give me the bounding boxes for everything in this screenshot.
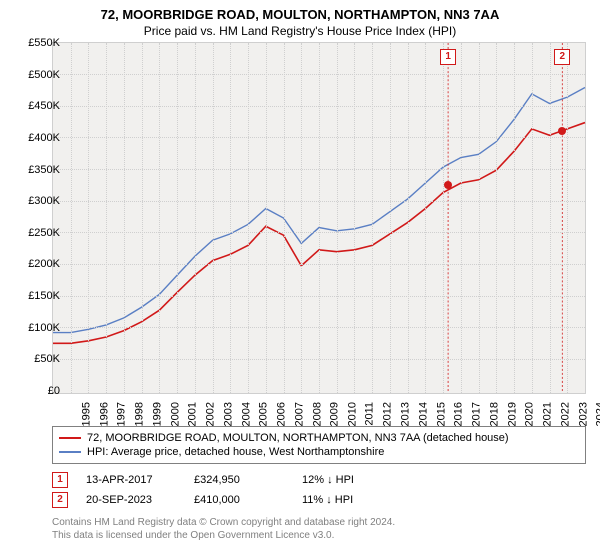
gridline-v [88, 43, 89, 393]
y-axis-tick-label: £500K [28, 69, 60, 81]
x-axis-tick-label: 1997 [116, 402, 128, 426]
gridline-v [372, 43, 373, 393]
annotation-row: 2 20-SEP-2023 £410,000 11% ↓ HPI [52, 490, 586, 510]
x-axis-tick-label: 2013 [400, 402, 412, 426]
gridline-v [408, 43, 409, 393]
title-line-1: 72, MOORBRIDGE ROAD, MOULTON, NORTHAMPTO… [101, 7, 500, 22]
legend-item: 72, MOORBRIDGE ROAD, MOULTON, NORTHAMPTO… [59, 431, 579, 445]
gridline-v [461, 43, 462, 393]
gridline-v [266, 43, 267, 393]
x-axis-tick-label: 2005 [258, 402, 270, 426]
x-axis-tick-label: 2007 [293, 402, 305, 426]
gridline-v [479, 43, 480, 393]
footnote-line-2: This data is licensed under the Open Gov… [52, 530, 334, 541]
gridline-v [106, 43, 107, 393]
sales-annotation-table: 1 13-APR-2017 £324,950 12% ↓ HPI 2 20-SEP-202… [52, 470, 586, 510]
x-axis-tick-label: 2011 [363, 402, 375, 426]
gridline-v [337, 43, 338, 393]
y-axis-tick-label: £300K [28, 195, 60, 207]
annotation-price: £324,950 [194, 474, 284, 486]
y-axis-tick-label: £250K [28, 227, 60, 239]
x-axis-tick-label: 2006 [276, 402, 288, 426]
x-axis-tick-label: 1998 [134, 402, 146, 426]
gridline-v [124, 43, 125, 393]
x-axis-tick-label: 2023 [577, 402, 589, 426]
y-axis-tick-label: £50K [34, 353, 60, 365]
annotation-date: 20-SEP-2023 [86, 494, 176, 506]
gridline-v [142, 43, 143, 393]
gridline-v [230, 43, 231, 393]
legend-label: HPI: Average price, detached house, West… [87, 446, 384, 458]
x-axis-tick-label: 2014 [417, 402, 429, 426]
y-axis-tick-label: £350K [28, 164, 60, 176]
annotation-price: £410,000 [194, 494, 284, 506]
legend-swatch [59, 437, 81, 439]
gridline-v [213, 43, 214, 393]
y-axis-tick-label: £100K [28, 322, 60, 334]
x-axis-tick-label: 2012 [382, 402, 394, 426]
gridline-v [514, 43, 515, 393]
x-axis-tick-label: 2022 [559, 402, 571, 426]
gridline-v [177, 43, 178, 393]
y-axis-tick-label: £450K [28, 100, 60, 112]
x-axis-tick-label: 1996 [98, 402, 110, 426]
y-axis-tick-label: £550K [28, 37, 60, 49]
annotation-delta: 12% ↓ HPI [302, 474, 392, 486]
footnote-line-1: Contains HM Land Registry data © Crown c… [52, 517, 395, 528]
chart-plot-area: 12 [52, 42, 586, 394]
sale-marker-box: 2 [554, 49, 570, 65]
gridline-v [550, 43, 551, 393]
gridline-v [496, 43, 497, 393]
gridline-v [71, 43, 72, 393]
legend-swatch [59, 451, 81, 453]
x-axis-tick-label: 1995 [80, 402, 92, 426]
x-axis-tick-label: 2024 [595, 402, 600, 426]
x-axis-tick-label: 2002 [205, 402, 217, 426]
gridline-v [284, 43, 285, 393]
x-axis-tick-label: 2003 [222, 402, 234, 426]
gridline-v [248, 43, 249, 393]
gridline-v [195, 43, 196, 393]
annotation-delta: 11% ↓ HPI [302, 494, 392, 506]
x-axis-tick-label: 2019 [506, 402, 518, 426]
x-axis-tick-label: 2001 [187, 402, 199, 426]
y-axis-tick-label: £0 [48, 385, 60, 397]
gridline-v [354, 43, 355, 393]
x-axis-tick-label: 2004 [240, 402, 252, 426]
x-axis-tick-label: 2021 [542, 402, 554, 426]
gridline-v [425, 43, 426, 393]
chart-title: 72, MOORBRIDGE ROAD, MOULTON, NORTHAMPTO… [0, 0, 600, 24]
sale-marker-dot [444, 181, 452, 189]
sale-marker-box: 1 [440, 49, 456, 65]
legend-box: 72, MOORBRIDGE ROAD, MOULTON, NORTHAMPTO… [52, 426, 586, 464]
y-axis-tick-label: £400K [28, 132, 60, 144]
gridline-v [532, 43, 533, 393]
gridline-v [390, 43, 391, 393]
x-axis-tick-label: 2017 [471, 402, 483, 426]
x-axis-tick-label: 1999 [151, 402, 163, 426]
footnote: Contains HM Land Registry data © Crown c… [52, 516, 586, 542]
x-axis-tick-label: 2015 [435, 402, 447, 426]
gridline-v [443, 43, 444, 393]
annotation-date: 13-APR-2017 [86, 474, 176, 486]
x-axis-tick-label: 2016 [453, 402, 465, 426]
gridline-v [319, 43, 320, 393]
y-axis-tick-label: £200K [28, 258, 60, 270]
y-axis-tick-label: £150K [28, 290, 60, 302]
annotation-marker-box: 2 [52, 492, 68, 508]
x-axis-tick-label: 2009 [329, 402, 341, 426]
x-axis-tick-label: 2018 [488, 402, 500, 426]
gridline-v [567, 43, 568, 393]
x-axis-tick-label: 2020 [524, 402, 536, 426]
x-axis-tick-label: 2008 [311, 402, 323, 426]
gridline-v [301, 43, 302, 393]
annotation-row: 1 13-APR-2017 £324,950 12% ↓ HPI [52, 470, 586, 490]
x-axis-tick-label: 2000 [169, 402, 181, 426]
gridline-v [159, 43, 160, 393]
x-axis-tick-label: 2010 [346, 402, 358, 426]
chart-subtitle: Price paid vs. HM Land Registry's House … [0, 24, 600, 42]
legend-item: HPI: Average price, detached house, West… [59, 445, 579, 459]
annotation-marker-box: 1 [52, 472, 68, 488]
legend-label: 72, MOORBRIDGE ROAD, MOULTON, NORTHAMPTO… [87, 432, 509, 444]
